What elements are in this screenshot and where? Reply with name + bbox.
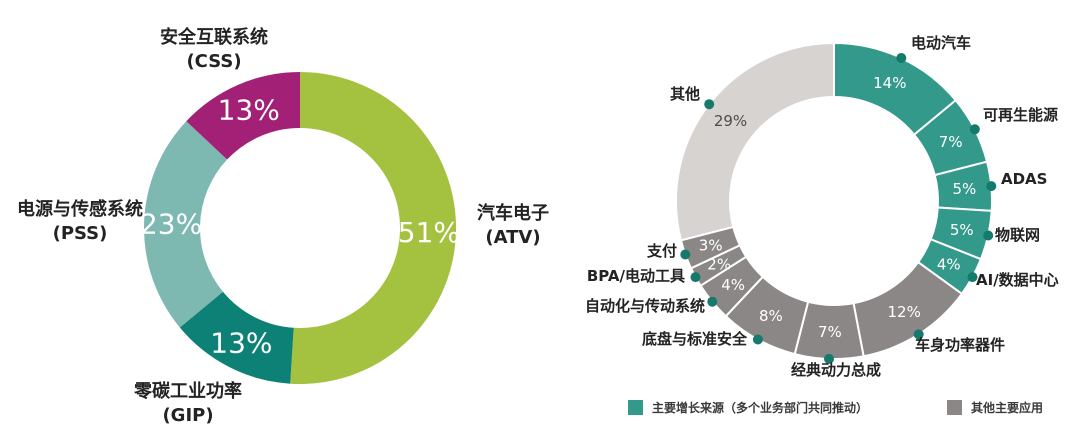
donut-segment-汽车电子: [290, 72, 457, 384]
segment-abbr: (GIP): [162, 405, 214, 426]
segment-name: 汽车电子: [477, 203, 549, 224]
segment-edge-dot: [704, 99, 715, 110]
segment-value-label: 13%: [210, 327, 272, 360]
segment-value-label: 13%: [218, 93, 280, 126]
app-label-ev: 电动汽车: [911, 34, 972, 52]
segment-edge-dot: [824, 353, 834, 364]
segment-edge-dot: [983, 230, 994, 241]
app-label-chassis: 底盘与标准安全: [641, 330, 747, 348]
left-donut-label-css: 安全互联系统 (CSS): [104, 26, 324, 74]
segment-abbr: (ATV): [485, 227, 541, 248]
segment-value-label: 4%: [937, 255, 961, 273]
segment-edge-dot: [986, 181, 997, 192]
segment-edge-dot: [680, 249, 691, 260]
segment-edge-dot: [969, 124, 980, 135]
segment-value-label: 4%: [721, 276, 745, 294]
segment-name: 安全互联系统: [160, 27, 268, 48]
donut-segment-电源与传感系统: [143, 121, 228, 328]
segment-value-label: 7%: [818, 323, 842, 341]
app-label-ai-datacenter: AI/数据中心: [976, 271, 1059, 289]
segment-edge-dot: [896, 53, 907, 63]
app-label-bpa-tools: BPA/电动工具: [586, 267, 685, 285]
donut-segment-其他: [675, 41, 835, 242]
app-label-iot: 物联网: [995, 226, 1041, 244]
app-label-body-power: 车身功率器件: [915, 336, 1006, 354]
app-label-powertrain: 经典动力总成: [791, 361, 882, 379]
segment-edge-dot: [967, 272, 978, 283]
segment-value-label: 29%: [714, 112, 747, 130]
segment-value-label: 23%: [140, 208, 202, 241]
segment-abbr: (PSS): [52, 223, 108, 244]
legend-item-other: 其他主要应用: [947, 399, 1043, 416]
segment-value-label: 8%: [759, 307, 783, 325]
legend-swatch-other: [947, 400, 962, 415]
segment-name: 电源与传感系统: [17, 199, 143, 220]
segment-edge-dot: [707, 296, 718, 307]
segment-name: 零碳工业功率: [134, 381, 242, 402]
segment-value-label: 5%: [953, 180, 977, 198]
segment-value-label: 2%: [707, 255, 731, 273]
left-donut-label-pss: 电源与传感系统 (PSS): [0, 198, 160, 246]
segment-edge-dot: [690, 272, 701, 283]
legend-label-growth: 主要增长来源（多个业务部门共同推动）: [652, 401, 869, 415]
donut-segment-零碳工业功率: [179, 291, 294, 384]
segment-abbr: (CSS): [186, 51, 242, 72]
legend-item-growth: 主要增长来源（多个业务部门共同推动）: [628, 399, 868, 416]
segment-value-label: 5%: [950, 221, 974, 239]
segment-value-label: 51%: [398, 216, 460, 249]
segment-value-label: 14%: [873, 74, 906, 92]
segment-value-label: 3%: [699, 237, 723, 255]
left-donut-label-atv: 汽车电子 (ATV): [403, 202, 623, 250]
app-label-adas: ADAS: [1001, 170, 1048, 188]
segment-value-label: 12%: [888, 303, 921, 321]
legend-label-other: 其他主要应用: [971, 401, 1044, 415]
app-label-renewables: 可再生能源: [983, 106, 1059, 124]
segment-value-label: 7%: [939, 133, 963, 151]
legend-swatch-growth: [628, 400, 643, 415]
left-donut-label-gip: 零碳工业功率 (GIP): [78, 380, 298, 428]
segment-edge-dot: [752, 334, 763, 345]
segment-edge-dot: [913, 329, 924, 340]
app-label-automation: 自动化与传动系统: [584, 297, 705, 315]
app-label-others: 其他: [669, 85, 700, 103]
app-label-payment: 支付: [646, 242, 677, 260]
donut-segment-安全互联系统: [186, 72, 300, 160]
